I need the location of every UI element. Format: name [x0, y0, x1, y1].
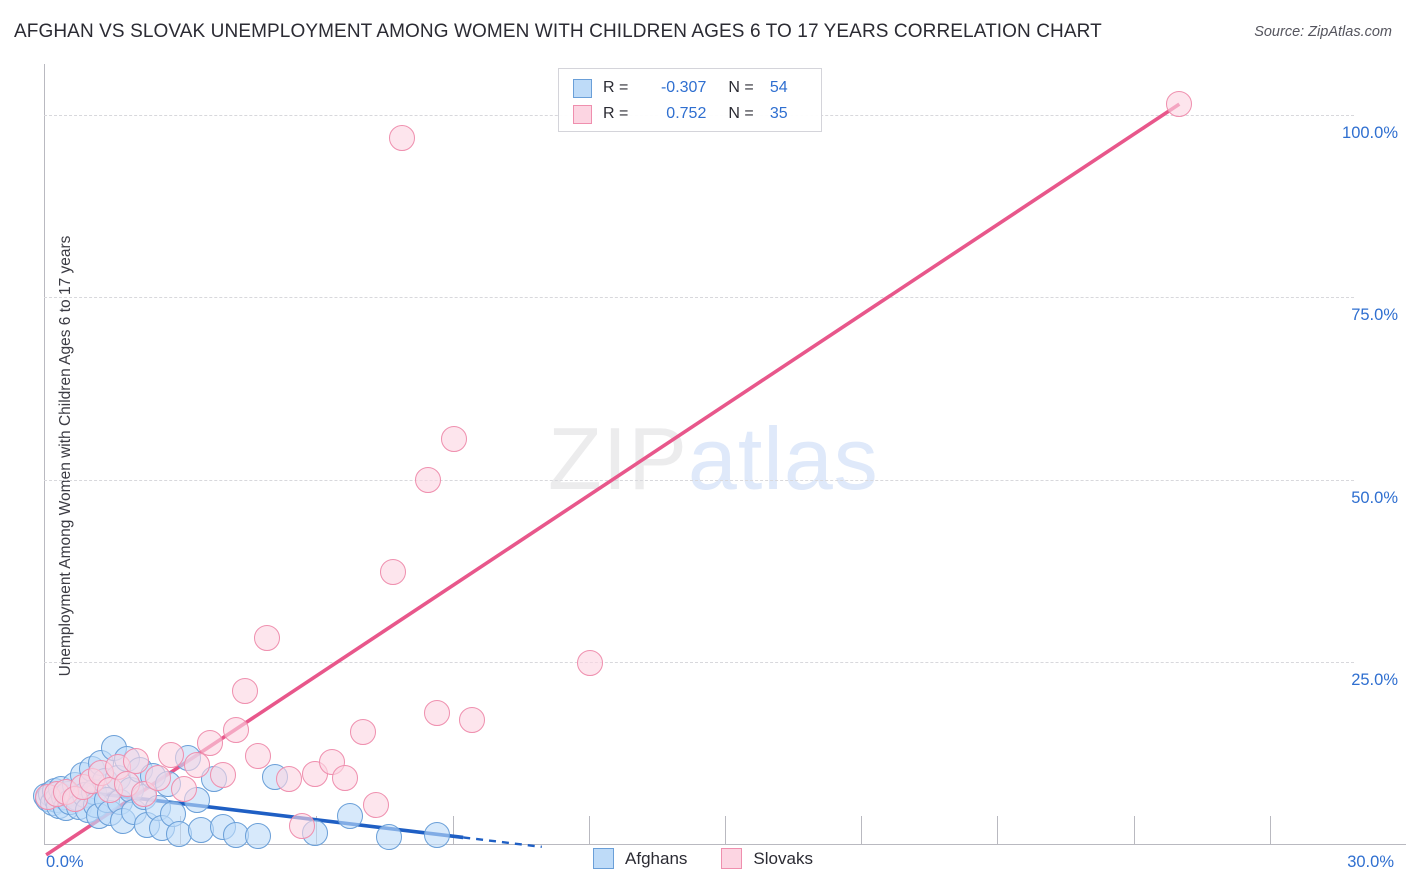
stats-r-label-afghans: R =: [603, 79, 629, 96]
scatter-point-afghans: [244, 822, 271, 849]
scatter-point-slovaks: [332, 765, 359, 792]
stats-row-slovaks: R = 0.752 N = 35: [573, 101, 811, 127]
scatter-point-afghans: [424, 821, 450, 848]
scatter-point-slovaks: [441, 425, 468, 452]
x-axis-label-min: 0.0%: [46, 853, 84, 871]
scatter-point-slovaks: [275, 766, 302, 793]
stats-n-label-afghans: N =: [728, 79, 754, 96]
scatter-point-slovaks: [362, 791, 389, 818]
scatter-point-slovaks: [244, 742, 271, 769]
scatter-point-slovaks: [253, 625, 280, 652]
stats-n-value-afghans: 54: [769, 79, 788, 96]
stats-r-value-afghans: -0.307: [660, 79, 707, 96]
scatter-point-slovaks: [170, 775, 197, 802]
chart-legend: Afghans Slovaks: [0, 848, 1406, 869]
scatter-point-slovaks: [415, 466, 442, 493]
scatter-point-afghans: [223, 822, 250, 849]
scatter-point-slovaks: [210, 762, 237, 789]
scatter-point-slovaks: [424, 699, 450, 726]
legend-swatch-slovaks: [721, 848, 743, 869]
legend-label-slovaks: Slovaks: [753, 848, 813, 868]
gridline: [44, 479, 1354, 481]
x-axis-tick: [452, 816, 454, 844]
scatter-point-slovaks: [288, 812, 315, 839]
stats-swatch-slovaks: [573, 104, 592, 124]
x-axis-tick: [1133, 816, 1135, 844]
stats-r-label-slovaks: R =: [603, 105, 629, 122]
stats-swatch-afghans: [573, 78, 592, 98]
x-axis-tick: [861, 816, 863, 844]
scatter-point-slovaks: [389, 125, 416, 152]
scatter-point-afghans: [375, 823, 402, 850]
scatter-point-slovaks: [1166, 91, 1193, 118]
y-axis-tick-label: 75.0%: [1351, 306, 1398, 325]
x-axis-tick: [588, 816, 590, 844]
scatter-point-slovaks: [576, 650, 603, 677]
x-axis-tick: [997, 816, 999, 844]
gridline: [44, 661, 1354, 663]
legend-item-slovaks[interactable]: Slovaks: [721, 848, 813, 869]
y-axis-tick-label: 100.0%: [1342, 124, 1398, 143]
y-axis-tick-label: 25.0%: [1351, 670, 1398, 689]
gridline: [44, 297, 1354, 299]
y-axis-line: [44, 64, 45, 844]
scatter-point-slovaks: [196, 730, 223, 757]
x-axis-tick: [725, 816, 726, 844]
scatter-point-slovaks: [380, 559, 407, 586]
scatter-point-slovaks: [458, 707, 485, 734]
correlation-stats-box: R = -0.307 N = 54 R = 0.752 N = 35: [558, 68, 822, 132]
scatter-point-afghans: [336, 802, 363, 829]
legend-label-afghans: Afghans: [625, 848, 688, 868]
stats-n-value-slovaks: 35: [769, 105, 788, 122]
scatter-point-slovaks: [183, 751, 210, 778]
scatter-point-slovaks: [231, 677, 258, 704]
stats-r-value-slovaks: 0.752: [666, 105, 707, 122]
scatter-point-slovaks: [122, 747, 149, 774]
x-axis-label-max: 30.0%: [1347, 853, 1394, 871]
source-label: Source: ZipAtlas.com: [1254, 24, 1392, 40]
scatter-point-slovaks: [144, 764, 171, 791]
x-axis-line: [44, 844, 1406, 845]
x-axis-tick: [1269, 816, 1271, 844]
page-title: AFGHAN VS SLOVAK UNEMPLOYMENT AMONG WOME…: [14, 21, 1102, 42]
stats-n-label-slovaks: N =: [728, 105, 754, 122]
stats-row-afghans: R = -0.307 N = 54: [573, 75, 811, 101]
legend-item-afghans[interactable]: Afghans: [593, 848, 687, 869]
scatter-point-slovaks: [223, 717, 250, 744]
plot-area: [33, 64, 1406, 857]
scatter-point-slovaks: [157, 742, 184, 769]
legend-swatch-afghans: [593, 848, 615, 869]
scatter-point-slovaks: [349, 718, 376, 745]
trend-line-extension-afghans: [463, 836, 542, 849]
y-axis-tick-label: 50.0%: [1351, 488, 1398, 507]
